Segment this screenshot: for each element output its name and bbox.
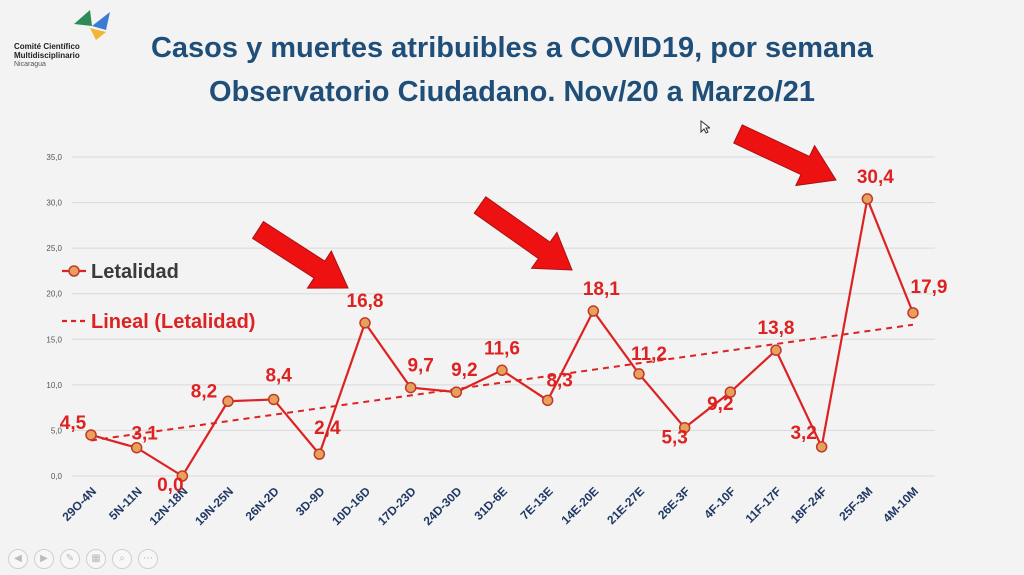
data-label: 0,0 bbox=[157, 475, 183, 496]
x-tick-label: 5N-11N bbox=[106, 484, 145, 523]
data-label: 17,9 bbox=[911, 277, 948, 298]
x-tick-label: 14E-20E bbox=[559, 484, 602, 527]
data-label: 8,4 bbox=[265, 365, 292, 386]
legend: Letalidad Lineal (Letalidad) bbox=[62, 261, 255, 333]
zoom-button[interactable]: ⌕ bbox=[112, 549, 132, 569]
data-label: 5,3 bbox=[661, 428, 687, 449]
x-tick-label: 7E-13E bbox=[518, 484, 556, 522]
data-label: 3,1 bbox=[131, 424, 158, 445]
y-tick-label: 30,0 bbox=[46, 199, 62, 208]
x-tick-label: 31D-6E bbox=[471, 484, 510, 523]
logo-text-line2: Multidisciplinario bbox=[14, 51, 80, 60]
data-label: 30,4 bbox=[857, 167, 894, 188]
y-tick-label: 20,0 bbox=[46, 290, 62, 299]
data-point bbox=[313, 448, 326, 460]
prev-slide-button[interactable]: ◀ bbox=[8, 549, 28, 569]
data-label: 16,8 bbox=[347, 291, 384, 312]
data-point bbox=[267, 393, 280, 406]
pen-tool-button[interactable]: ✎ bbox=[60, 549, 80, 569]
data-label: 11,2 bbox=[631, 344, 667, 365]
data-point bbox=[222, 395, 234, 408]
x-tick-label: 19N-25N bbox=[192, 484, 236, 528]
logo-icon bbox=[74, 10, 110, 40]
data-point bbox=[541, 394, 554, 407]
arrow-icon bbox=[733, 124, 837, 187]
x-tick-label: 29O-4N bbox=[60, 484, 100, 524]
data-point bbox=[359, 317, 371, 329]
y-tick-label: 35,0 bbox=[46, 153, 62, 162]
mouse-cursor-icon bbox=[700, 120, 710, 134]
data-point bbox=[724, 386, 737, 398]
y-axis: 0,0 5,0 10,0 15,0 20,0 25,0 30,0 35,0 bbox=[46, 153, 62, 481]
data-label: 3,2 bbox=[790, 423, 816, 444]
annotation-arrows bbox=[251, 124, 837, 289]
slides-overview-button[interactable]: ▦ bbox=[86, 549, 106, 569]
data-label: 9,7 bbox=[407, 356, 433, 377]
data-point bbox=[176, 470, 189, 482]
presentation-toolbar: ◀ ▶ ✎ ▦ ⌕ ⋯ bbox=[8, 549, 158, 569]
chart-title: Casos y muertes atribuibles a COVID19, p… bbox=[150, 32, 874, 64]
data-point bbox=[861, 193, 874, 205]
data-label: 8,2 bbox=[191, 381, 217, 402]
data-label: 13,8 bbox=[758, 318, 795, 339]
x-tick-label: 24D-30D bbox=[421, 484, 465, 528]
chart-subtitle: Observatorio Ciudadano. Nov/20 a Marzo/2… bbox=[209, 76, 815, 108]
logo-text-line1: Comité Científico bbox=[14, 42, 80, 51]
y-tick-label: 15,0 bbox=[46, 335, 62, 344]
legend-trend-label: Lineal (Letalidad) bbox=[91, 311, 255, 333]
y-tick-label: 0,0 bbox=[51, 472, 63, 481]
data-point bbox=[450, 386, 463, 398]
data-point bbox=[633, 368, 645, 380]
legend-letalidad-label: Letalidad bbox=[91, 261, 179, 283]
data-label: 9,2 bbox=[707, 394, 733, 415]
data-point bbox=[907, 307, 919, 319]
data-label: 4,5 bbox=[60, 413, 87, 434]
legend-letalidad-marker bbox=[68, 265, 80, 277]
x-tick-label: 10D-16D bbox=[329, 484, 373, 528]
x-tick-label: 21E-27E bbox=[604, 484, 647, 527]
data-label: 2,4 bbox=[314, 418, 341, 439]
more-options-button[interactable]: ⋯ bbox=[138, 549, 158, 569]
data-label: 18,1 bbox=[583, 279, 620, 300]
data-point bbox=[770, 344, 782, 356]
y-tick-label: 25,0 bbox=[46, 244, 62, 253]
x-tick-label: 26N-2D bbox=[243, 484, 282, 523]
x-tick-label: 3D-9D bbox=[293, 484, 328, 519]
data-point bbox=[815, 441, 828, 453]
data-label: 11,6 bbox=[484, 338, 520, 359]
x-tick-label: 25F-3M bbox=[836, 484, 875, 523]
data-point bbox=[678, 421, 691, 434]
x-tick-label: 18F-24F bbox=[788, 484, 830, 526]
logo: Comité Científico Multidisciplinario Nic… bbox=[12, 6, 122, 68]
x-tick-label: 4F-10F bbox=[701, 484, 738, 521]
x-tick-label: 11F-17F bbox=[743, 484, 785, 526]
y-tick-label: 5,0 bbox=[51, 426, 63, 435]
x-tick-label: 26E-3F bbox=[655, 484, 693, 522]
logo-text-line3: Nicaragua bbox=[14, 61, 46, 68]
data-point bbox=[85, 429, 97, 441]
data-label: 9,2 bbox=[451, 360, 477, 381]
arrow-icon bbox=[251, 220, 349, 289]
data-label: 8,3 bbox=[546, 370, 572, 391]
data-point bbox=[130, 441, 143, 454]
x-tick-label: 4M-10M bbox=[880, 484, 921, 525]
next-slide-button[interactable]: ▶ bbox=[34, 549, 54, 569]
series-letalidad bbox=[85, 193, 919, 482]
data-point bbox=[404, 381, 417, 394]
x-tick-label: 17D-23D bbox=[375, 484, 419, 528]
y-tick-label: 10,0 bbox=[46, 381, 62, 390]
x-axis: 29O-4N 5N-11N 12N-18N 19N-25N 26N-2D 3D-9D 10D… bbox=[60, 484, 922, 528]
arrow-icon bbox=[473, 196, 573, 271]
data-point bbox=[587, 305, 600, 317]
data-point bbox=[496, 364, 508, 377]
data-labels: 4,5 3,1 0,0 8,2 8,4 2,4 16,8 9,7 9,2 11,6 8,3 18,1 1… bbox=[60, 167, 948, 496]
